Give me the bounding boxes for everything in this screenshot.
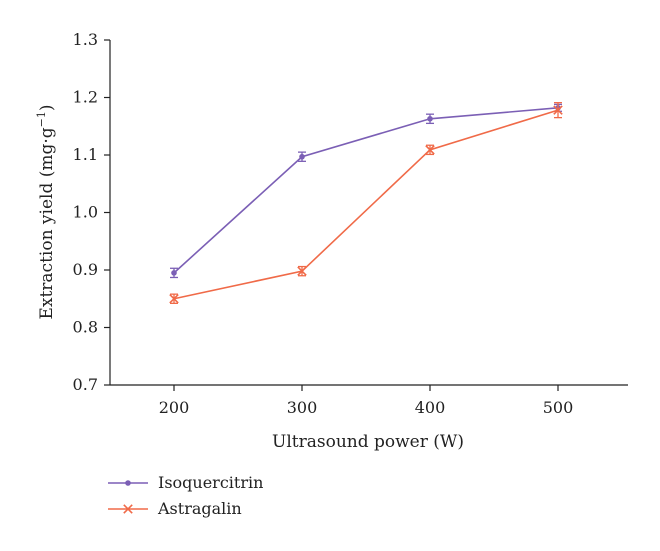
series-isoquercitrin-line — [173, 107, 559, 274]
y-axis-title-main: Extraction yield (mg·g — [37, 127, 57, 319]
series-astragalin-point — [553, 105, 563, 115]
plot-area — [169, 102, 563, 305]
series-astragalin — [169, 102, 563, 305]
series-astragalin-point — [425, 145, 435, 155]
legend-item-astragalin: Astragalin — [108, 499, 242, 518]
y-axis-title: Extraction yield (mg·g−1) — [35, 104, 57, 319]
y-tick-label: 1.2 — [73, 88, 98, 107]
x-marker-stroke — [123, 504, 133, 514]
x-marker-stroke — [425, 145, 435, 155]
series-isoquercitrin-point — [171, 270, 177, 276]
series-isoquercitrin-point — [299, 153, 305, 160]
x-marker-stroke — [553, 105, 563, 115]
y-tick-label: 1.3 — [73, 30, 98, 49]
series-isoquercitrin — [170, 103, 562, 279]
legend-label: Astragalin — [157, 499, 242, 518]
x-tick-label: 400 — [415, 398, 446, 417]
y-axis-title-close: ) — [37, 104, 57, 111]
y-tick-label: 1.0 — [73, 203, 98, 222]
x-tick-label: 300 — [287, 398, 318, 417]
x-tick-label: 500 — [543, 398, 574, 417]
legend-label: Isoquercitrin — [158, 473, 263, 492]
series-astragalin-point — [297, 266, 307, 276]
series-astragalin-point — [169, 293, 179, 304]
y-tick-label: 0.9 — [73, 260, 98, 279]
legend: Isoquercitrin Astragalin — [108, 473, 263, 518]
x-marker-stroke — [297, 266, 307, 276]
x-axis-title: Ultrasound power (W) — [272, 432, 464, 452]
series-isoquercitrin-point — [427, 115, 433, 122]
series-astragalin-line — [173, 109, 559, 300]
y-axis-title-superscript: −1 — [35, 111, 48, 127]
x-tick-label: 200 — [159, 398, 190, 417]
y-tick-label: 0.8 — [73, 318, 98, 337]
legend-swatch-marker — [125, 480, 131, 486]
y-tick-label: 1.1 — [73, 145, 98, 164]
x-marker-stroke — [169, 293, 179, 304]
legend-swatch-marker — [123, 504, 133, 514]
y-tick-label: 0.7 — [73, 375, 98, 394]
legend-item-isoquercitrin: Isoquercitrin — [108, 473, 263, 492]
y-axis-ticks: 0.7 0.8 0.9 1.0 1.1 1.2 1.3 — [73, 30, 110, 394]
x-axis-ticks: 200 300 400 500 — [159, 385, 574, 417]
